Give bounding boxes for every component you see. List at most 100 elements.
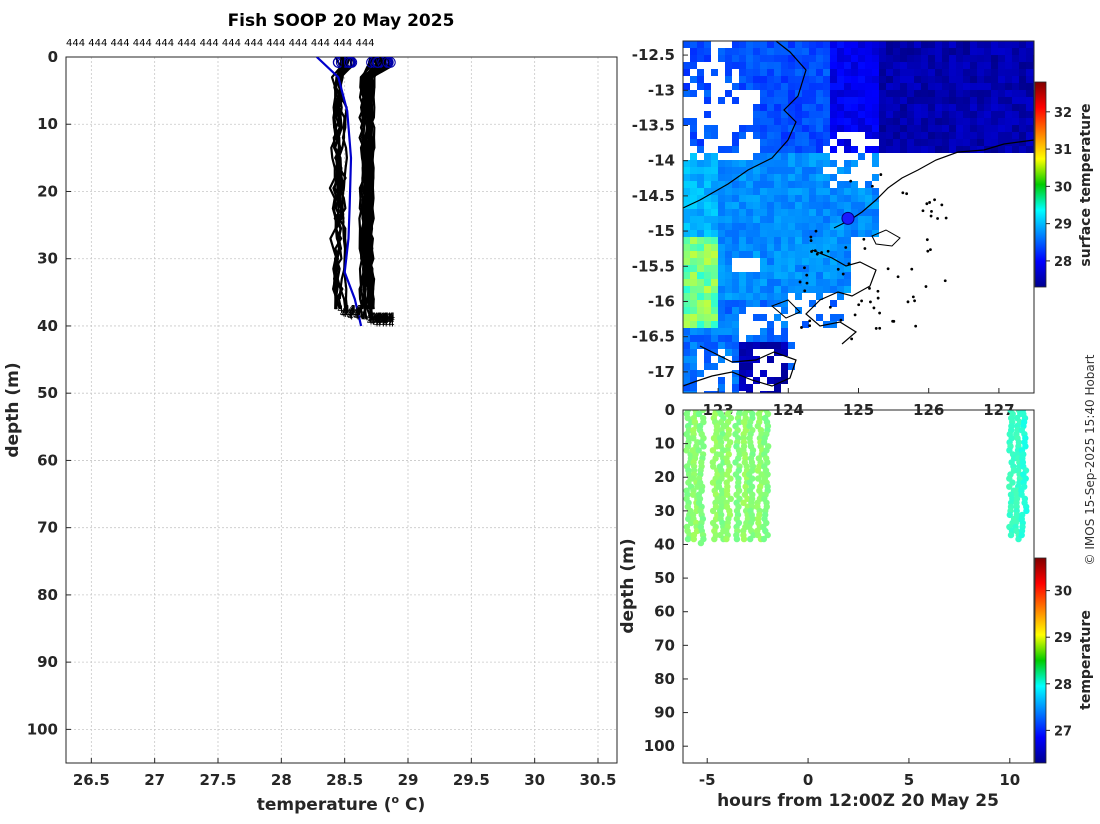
sst-cell xyxy=(893,139,900,146)
section-y-tick-label: 70 xyxy=(654,636,675,654)
sst-cell xyxy=(774,139,781,146)
sst-cell xyxy=(725,195,732,202)
sst-cell xyxy=(893,90,900,97)
sst-cell xyxy=(998,97,1005,104)
sst-cell xyxy=(718,258,725,265)
sst-cell xyxy=(697,258,704,265)
sst-cell xyxy=(809,258,816,265)
sst-cell xyxy=(767,76,774,83)
sst-cell xyxy=(1026,125,1033,132)
sst-cell xyxy=(739,307,746,314)
sst-cell xyxy=(998,104,1005,111)
sst-cell xyxy=(886,104,893,111)
sst-cell xyxy=(697,230,704,237)
sst-cell xyxy=(746,391,753,393)
sst-cell xyxy=(984,41,991,48)
reef-island xyxy=(940,203,944,207)
sst-cell xyxy=(774,188,781,195)
map-lat-tick-label: -13 xyxy=(648,81,675,99)
sst-cell xyxy=(767,300,774,307)
sst-cell xyxy=(739,188,746,195)
sst-cell xyxy=(725,62,732,69)
sst-cell xyxy=(739,286,746,293)
sst-cell xyxy=(816,76,823,83)
sst-cell xyxy=(830,258,837,265)
sst-cell xyxy=(732,349,739,356)
sst-cell xyxy=(774,76,781,83)
sst-cell xyxy=(886,69,893,76)
sst-cell xyxy=(1005,146,1012,153)
sst-cell xyxy=(893,76,900,83)
sst-cell xyxy=(991,125,998,132)
sst-cell xyxy=(844,90,851,97)
sst-cell xyxy=(977,90,984,97)
sst-cell xyxy=(872,153,879,160)
reef-island xyxy=(936,217,939,220)
section-temperature-point xyxy=(754,467,761,474)
sst-cell xyxy=(802,279,809,286)
sst-cell xyxy=(711,181,718,188)
sst-cell xyxy=(760,216,767,223)
sst-cell xyxy=(732,139,739,146)
sst-cell xyxy=(774,293,781,300)
sst-cell xyxy=(900,76,907,83)
sst-cell xyxy=(690,377,697,384)
reef-island xyxy=(863,247,867,250)
sst-cell xyxy=(683,307,690,314)
temperature-colorbar-tick-label: 27 xyxy=(1054,724,1072,739)
sst-cell xyxy=(795,258,802,265)
sst-cell xyxy=(865,146,872,153)
sst-cell xyxy=(767,174,774,181)
sst-cell xyxy=(928,83,935,90)
sst-cell xyxy=(879,76,886,83)
sst-cell xyxy=(802,167,809,174)
sst-cell xyxy=(851,125,858,132)
sst-cell xyxy=(795,293,802,300)
sst-cell xyxy=(858,188,865,195)
reef-island xyxy=(878,311,881,315)
sst-cell xyxy=(760,258,767,265)
sst-cell xyxy=(781,328,788,335)
section-temperature-point xyxy=(695,410,703,418)
sst-cell xyxy=(837,83,844,90)
sst-cell xyxy=(1012,55,1019,62)
sst-cell xyxy=(809,279,816,286)
sst-cell xyxy=(795,48,802,55)
sst-cell xyxy=(788,55,795,62)
profile-end-label: 444 xyxy=(341,309,360,320)
sst-cell xyxy=(816,230,823,237)
sst-cell xyxy=(802,76,809,83)
sst-cell xyxy=(851,146,858,153)
sst-cell xyxy=(760,55,767,62)
sst-cell xyxy=(977,69,984,76)
sst-cell xyxy=(844,118,851,125)
sst-cell xyxy=(907,139,914,146)
reef-island xyxy=(853,313,857,317)
sst-cell xyxy=(725,69,732,76)
sst-cell xyxy=(991,90,998,97)
profile-x-tick-label: 30 xyxy=(524,771,545,789)
sst-cell xyxy=(788,118,795,125)
sst-cell xyxy=(683,223,690,230)
sst-cell xyxy=(823,202,830,209)
sst-cell xyxy=(781,90,788,97)
sst-cell xyxy=(830,118,837,125)
section-temperature-point xyxy=(1006,511,1013,519)
sst-cell xyxy=(865,223,872,230)
reef-island xyxy=(924,285,928,288)
sst-cell xyxy=(704,209,711,216)
sst-cell xyxy=(690,216,697,223)
sst-cell xyxy=(774,125,781,132)
reef-island xyxy=(828,305,832,309)
sst-cell xyxy=(788,104,795,111)
sst-cell xyxy=(991,55,998,62)
sst-cell xyxy=(781,174,788,181)
sst-cell xyxy=(914,97,921,104)
sst-cell xyxy=(697,286,704,293)
sst-cell xyxy=(753,251,760,258)
sst-cell xyxy=(914,118,921,125)
sst-cell xyxy=(760,202,767,209)
sst-cell xyxy=(837,244,844,251)
sst-cell xyxy=(704,307,711,314)
